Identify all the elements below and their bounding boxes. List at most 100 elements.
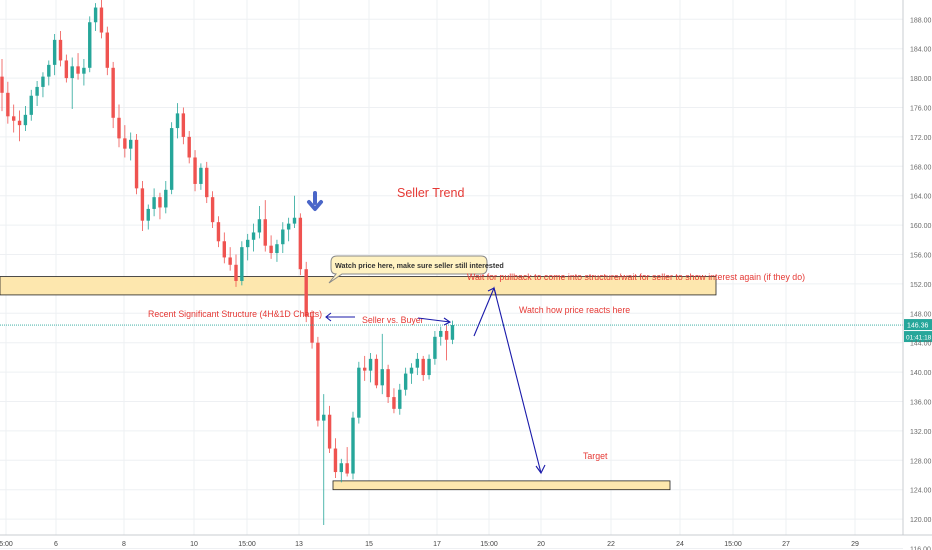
candle-body (310, 316, 314, 343)
candle-body (281, 229, 285, 245)
y-tick-label: 128.00 (910, 458, 932, 465)
candle-body (257, 219, 262, 233)
projection-arrows (325, 286, 546, 475)
candle-body (333, 448, 338, 473)
callout-text: Watch price here, make sure seller still… (335, 261, 504, 270)
candle-body (439, 330, 443, 337)
x-tick-label: 15:00 (238, 541, 256, 548)
countdown-badge (904, 331, 932, 343)
y-tick-label: 172.00 (910, 135, 932, 142)
candle-body (222, 241, 226, 258)
candle-body (374, 358, 379, 386)
x-tick-label: 13 (295, 541, 303, 548)
candle-body (316, 342, 320, 421)
candle-body (205, 167, 209, 198)
candle-body (117, 117, 121, 139)
candle-body (304, 269, 308, 317)
x-tick-label: 5:00 (0, 541, 13, 548)
candle-body (286, 223, 291, 230)
candle-body (368, 358, 373, 371)
candle-body (187, 136, 191, 158)
candle-body (29, 95, 33, 115)
y-tick-label: 136.00 (910, 400, 932, 407)
candle-body (275, 244, 279, 254)
candle-body (450, 325, 455, 340)
candle-body (181, 113, 186, 137)
candle-body (17, 120, 22, 126)
candle-body (228, 257, 232, 265)
candle-body (164, 189, 168, 208)
y-tick-label: 144.00 (910, 341, 932, 348)
candle-body (415, 358, 420, 368)
candle-body (403, 373, 408, 390)
callout-bubble: Watch price here, make sure seller still… (328, 255, 504, 284)
watch-reaction-label: Watch how price reacts here (519, 305, 630, 315)
right-arrowhead (443, 317, 452, 326)
pullback-label: Wait for pullback to come into structure… (467, 272, 805, 282)
candle-body (322, 414, 326, 421)
candle-body (210, 197, 215, 223)
x-tick-label: 17 (433, 541, 441, 548)
candle-body (134, 139, 139, 189)
seller-vs-buyer-label: Seller vs. Buyer (362, 315, 424, 325)
candle-body (339, 463, 343, 473)
seller-trend-label: Seller Trend (397, 186, 464, 200)
candle-body (23, 114, 28, 126)
y-tick-label: 188.00 (910, 17, 932, 24)
target-zone (332, 480, 671, 491)
candle-body (35, 86, 39, 96)
x-tick-label: 15:00 (724, 541, 742, 548)
x-tick-label: 10 (190, 541, 198, 548)
candle-body (234, 264, 238, 281)
left-arrowhead (325, 312, 332, 322)
candle-body (93, 7, 98, 23)
zones (0, 276, 717, 491)
candle-body (140, 188, 145, 221)
candle-body (169, 128, 174, 190)
y-tick-label: 168.00 (910, 164, 932, 171)
candle-body (427, 358, 431, 376)
right-arrow (417, 317, 451, 323)
candle-body (47, 64, 51, 77)
x-tick-label: 20 (537, 541, 545, 548)
candle-body (292, 217, 297, 224)
candle-body (99, 7, 104, 33)
candle-body (41, 76, 45, 87)
candle-body (327, 414, 332, 449)
candle-body (76, 66, 80, 74)
candle-body (111, 67, 115, 118)
y-tick-label: 156.00 (910, 253, 932, 260)
candle-body (152, 197, 156, 209)
candle-body (421, 358, 425, 376)
candle-body (52, 39, 57, 65)
x-tick-label: 15:00 (480, 541, 498, 548)
structure-zone (0, 276, 717, 296)
x-tick-label: 24 (676, 541, 684, 548)
candle-body (70, 66, 74, 79)
arrowhead-up (487, 287, 497, 296)
candle-body (246, 239, 250, 248)
x-tick-label: 27 (782, 541, 790, 548)
y-tick-label: 176.00 (910, 106, 932, 113)
x-tick-label: 22 (607, 541, 615, 548)
candle-body (6, 92, 10, 117)
candle-body (216, 222, 221, 242)
candle-body (146, 208, 150, 221)
candle-body (263, 219, 267, 246)
x-tick-label: 8 (122, 541, 126, 548)
candle-body (199, 167, 203, 184)
candle-body (88, 22, 92, 68)
x-tick-label: 29 (851, 541, 859, 548)
candle-body (64, 60, 69, 79)
y-tick-label: 180.00 (910, 76, 932, 83)
y-tick-label: 184.00 (910, 47, 932, 54)
candle-body (380, 369, 384, 386)
candle-body (58, 39, 63, 61)
candle-body (392, 397, 396, 409)
current-price-text: 146.36 (907, 323, 929, 330)
y-tick-label: 124.00 (910, 488, 932, 495)
target-label: Target (583, 451, 608, 461)
